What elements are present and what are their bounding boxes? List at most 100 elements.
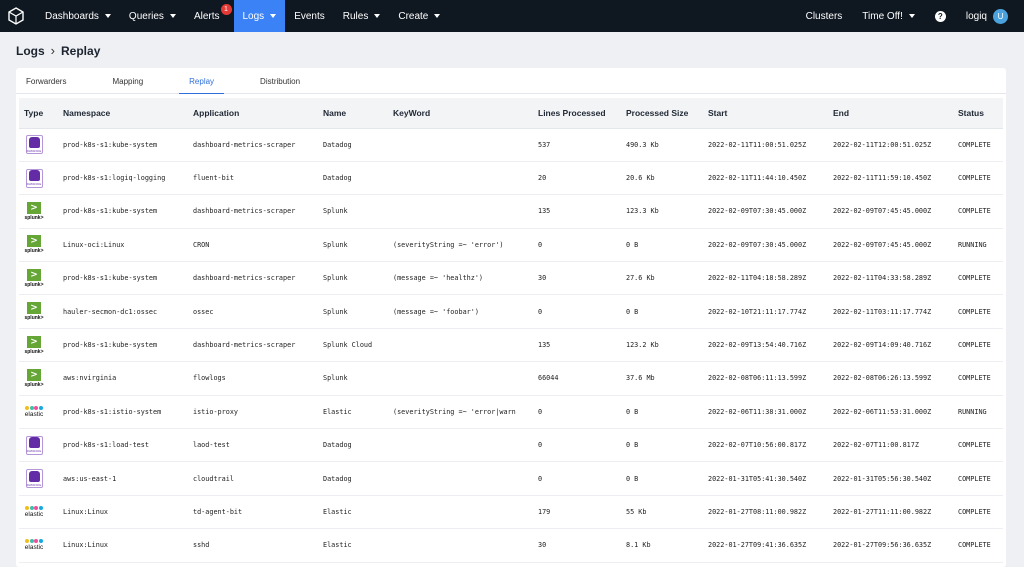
clusters-link[interactable]: Clusters [796, 0, 853, 32]
cell-size: 37.6 Mb [621, 361, 703, 396]
tab-replay[interactable]: Replay [179, 77, 224, 94]
column-header-namespace[interactable]: Namespace [58, 98, 188, 129]
nav-logs[interactable]: Logs [233, 0, 286, 32]
cell-application: laod-test [188, 428, 318, 463]
column-header-end[interactable]: End [828, 98, 953, 129]
cell-namespace: Linux:Linux [58, 495, 188, 530]
cell-application: ossec [188, 294, 318, 329]
cell-name: Elastic [318, 528, 388, 563]
cell-namespace: aws:us-east-1 [58, 461, 188, 496]
cell-keyword [388, 461, 533, 496]
column-header-keyword[interactable]: KeyWord [388, 98, 533, 129]
cell-end: 2022-02-08T06:26:13.599Z [828, 361, 953, 396]
nav-alerts[interactable]: Alerts 1 [185, 0, 234, 32]
cell-type: > splunk> [19, 361, 58, 396]
splunk-logo: > splunk> [24, 201, 44, 221]
splunk-logo-text: splunk> [24, 348, 44, 355]
table-row[interactable]: > splunk> Linux-oci:Linux CRON Splunk (severi… [19, 228, 1003, 263]
nav-rules-label: Rules [342, 10, 369, 22]
help-button[interactable]: ? [925, 0, 956, 32]
logiq-logo-icon[interactable] [0, 0, 32, 32]
chevron-down-icon [434, 14, 441, 18]
breadcrumb-logs[interactable]: Logs [16, 43, 45, 58]
cell-start: 2022-02-07T10:56:00.817Z [703, 428, 828, 463]
column-header-application[interactable]: Application [188, 98, 318, 129]
cell-status: RUNNING [953, 228, 1003, 263]
cell-namespace: prod-k8s-s1:load-test [58, 428, 188, 463]
elastic-dot [25, 505, 30, 510]
datadog-dog-shape [28, 136, 40, 148]
table-row[interactable]: > splunk> aws:nvirginia flowlogs Splunk 66044… [19, 361, 1003, 396]
elastic-dot [34, 405, 39, 410]
column-header-lines-processed[interactable]: Lines Processed [533, 98, 621, 129]
nav-events[interactable]: Events [285, 0, 334, 32]
cell-lines: 0 [533, 395, 621, 430]
table-row[interactable]: > splunk> prod-k8s-s1:kube-system dashboard… [19, 328, 1003, 363]
datadog-icon: DATADOG [24, 135, 44, 155]
table-row[interactable]: elastic prod-k8s-s1:istio-system istio-pro… [19, 395, 1003, 430]
cell-size: 123.2 Kb [621, 328, 703, 363]
column-header-type[interactable]: Type [19, 98, 58, 129]
column-header-name[interactable]: Name [318, 98, 388, 129]
datadog-logo-text: DATADOG [26, 182, 42, 187]
cell-size: 20.6 Kb [621, 161, 703, 196]
cell-lines: 30 [533, 261, 621, 296]
cell-start: 2022-02-11T04:18:58.289Z [703, 261, 828, 296]
cell-lines: 0 [533, 228, 621, 263]
table-row[interactable]: > splunk> prod-k8s-s1:kube-system dashboard… [19, 261, 1003, 296]
cell-namespace: prod-k8s-s1:logiq-logging [58, 161, 188, 196]
cell-application: fluent-bit [188, 161, 318, 196]
elastic-logo-text: elastic [24, 510, 44, 518]
cell-application: dashboard-metrics-scraper [188, 261, 318, 296]
user-menu[interactable]: logiq U [956, 0, 1024, 32]
nav-create-label: Create [398, 10, 429, 22]
table-row[interactable]: elastic Linux:Linux td-agent-bit Elastic 179… [19, 495, 1003, 530]
table-row[interactable]: DATADOG prod-k8s-s1:kube-system dashboard-… [19, 128, 1003, 162]
cell-application: dashboard-metrics-scraper [188, 128, 318, 162]
cell-type: > splunk> [19, 228, 58, 263]
nav-rules[interactable]: Rules [334, 0, 390, 32]
table-body: DATADOG prod-k8s-s1:kube-system dashboard-… [19, 128, 1003, 563]
cell-keyword [388, 428, 533, 463]
time-off-menu[interactable]: Time Off! [852, 0, 925, 32]
elastic-logo: elastic [25, 405, 43, 418]
nav-alerts-label: Alerts [193, 10, 220, 22]
nav-queries[interactable]: Queries [120, 0, 185, 32]
cell-lines: 20 [533, 161, 621, 196]
elastic-dot [25, 539, 30, 544]
elastic-dot [29, 539, 34, 544]
nav-create[interactable]: Create [389, 0, 449, 32]
nav-dashboards[interactable]: Dashboards [36, 0, 120, 32]
cell-end: 2022-02-11T04:33:58.289Z [828, 261, 953, 296]
cell-end: 2022-02-11T11:59:10.450Z [828, 161, 953, 196]
cell-keyword: (severityString =~ 'error') [388, 228, 533, 263]
column-header-processed-size[interactable]: Processed Size [621, 98, 703, 129]
splunk-chevron: > [26, 235, 41, 248]
cell-start: 2022-02-11T11:44:10.450Z [703, 161, 828, 196]
splunk-icon: > splunk> [24, 302, 44, 322]
cell-application: sshd [188, 528, 318, 563]
cell-name: Elastic [318, 395, 388, 430]
table-row[interactable]: DATADOG prod-k8s-s1:logiq-logging fluent-b… [19, 161, 1003, 196]
tab-distribution[interactable]: Distribution [260, 77, 301, 86]
splunk-logo-text: splunk> [24, 315, 44, 322]
table-row[interactable]: > splunk> prod-k8s-s1:kube-system dashboard… [19, 194, 1003, 229]
table-row[interactable]: DATADOG prod-k8s-s1:load-test laod-test Dat… [19, 428, 1003, 463]
chevron-right-icon: › [50, 43, 56, 58]
time-off-label: Time Off! [862, 10, 903, 22]
breadcrumb: Logs › Replay [16, 43, 100, 58]
table-row[interactable]: > splunk> hauler-secmon-dc1:ossec ossec Splu… [19, 294, 1003, 329]
column-header-start[interactable]: Start [703, 98, 828, 129]
elastic-dot [25, 405, 30, 410]
table-row[interactable]: DATADOG aws:us-east-1 cloudtrail Datadog 0 0 … [19, 461, 1003, 496]
tab-forwarders[interactable]: Forwarders [26, 77, 67, 86]
cell-status: COMPLETE [953, 461, 1003, 496]
column-header-status[interactable]: Status [953, 98, 1003, 129]
table-row[interactable]: elastic Linux:Linux sshd Elastic 30 8.1 Kb 202… [19, 528, 1003, 563]
splunk-logo: > splunk> [24, 268, 44, 288]
cell-namespace: prod-k8s-s1:istio-system [58, 395, 188, 430]
tab-mapping[interactable]: Mapping [112, 77, 144, 86]
cell-name: Datadog [318, 161, 388, 196]
cell-name: Datadog [318, 428, 388, 463]
cell-start: 2022-01-27T08:11:00.982Z [703, 495, 828, 530]
